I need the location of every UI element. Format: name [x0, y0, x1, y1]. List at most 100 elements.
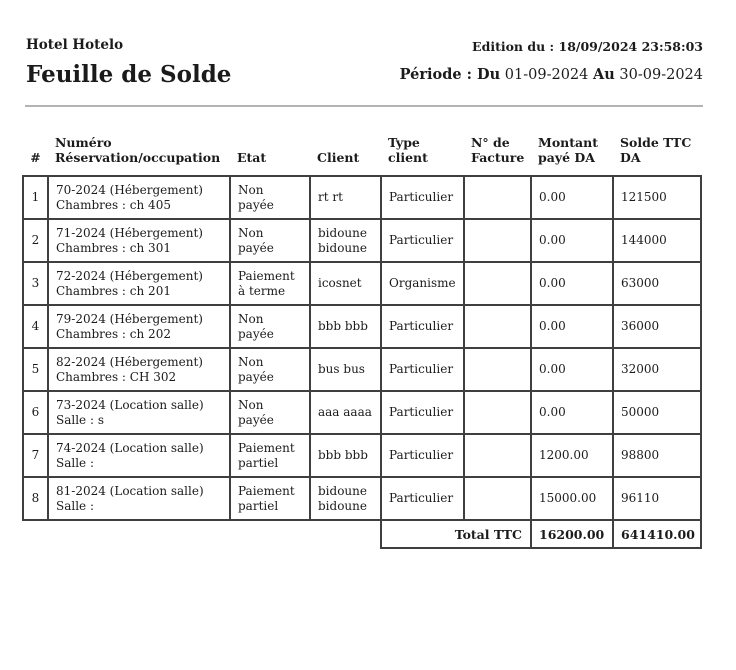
column-header-montant: Montant payé DA	[538, 135, 598, 165]
table-body: 1 70-2024 (Hébergement) Chambres : ch 40…	[22, 175, 702, 521]
reservation-line1: 74-2024 (Location salle)	[56, 440, 204, 455]
reservation-line2: Salle :	[56, 498, 95, 513]
type-client-cell: Particulier	[380, 390, 465, 435]
row-number: 7	[22, 433, 49, 478]
client-cell: aaa aaaa	[309, 390, 382, 435]
solde-cell: 32000	[612, 347, 702, 392]
facture-cell	[463, 304, 532, 349]
column-header-facture: N° de Facture	[471, 135, 525, 165]
reservation-cell: 72-2024 (Hébergement) Chambres : ch 201	[47, 261, 231, 306]
type-client-cell: Organisme	[380, 261, 465, 306]
table-row: 5 82-2024 (Hébergement) Chambres : CH 30…	[22, 347, 702, 392]
facture-cell	[463, 261, 532, 306]
client-cell: rt rt	[309, 175, 382, 220]
etat-cell: Non payée	[229, 304, 311, 349]
facture-cell	[463, 476, 532, 521]
reservation-cell: 74-2024 (Location salle) Salle :	[47, 433, 231, 478]
reservation-line2: Chambres : ch 202	[56, 326, 171, 341]
page-title: Feuille de Solde	[26, 61, 232, 88]
periode-label: Période : Du	[399, 66, 501, 83]
solde-cell: 50000	[612, 390, 702, 435]
reservation-line1: 81-2024 (Location salle)	[56, 483, 204, 498]
table-footer: Total TTC 16200.00 641410.00	[23, 519, 702, 549]
reservation-line1: 73-2024 (Location salle)	[56, 397, 204, 412]
edition-date: Edition du : 18/09/2024 23:58:03	[472, 39, 703, 54]
row-number: 4	[22, 304, 49, 349]
column-header-reservation: Numéro Réservation/occupation	[55, 135, 221, 165]
client-cell: bidoune bidoune	[309, 476, 382, 521]
periode-line: Période : Du 01-09-2024 Au 30-09-2024	[400, 66, 703, 84]
total-solde: 641410.00	[612, 519, 702, 549]
total-label: Total TTC	[380, 519, 532, 549]
reservation-line1: 79-2024 (Hébergement)	[56, 311, 203, 326]
montant-cell: 0.00	[530, 175, 614, 220]
report-header: Hotel Hotelo Feuille de Solde Edition du…	[22, 38, 703, 89]
periode-from-date: 01-09-2024	[504, 67, 589, 83]
etat-cell: Paiement partiel	[229, 433, 311, 478]
column-header-client: Client	[317, 150, 360, 165]
column-header-num: #	[30, 150, 41, 165]
type-client-cell: Particulier	[380, 433, 465, 478]
reservation-line2: Chambres : CH 302	[56, 369, 177, 384]
solde-cell: 121500	[612, 175, 702, 220]
etat-cell: Non payée	[229, 347, 311, 392]
column-header-solde: Solde TTC DA	[620, 135, 692, 165]
row-number: 6	[22, 390, 49, 435]
total-spacer	[23, 520, 381, 548]
montant-cell: 0.00	[530, 390, 614, 435]
row-number: 1	[22, 175, 49, 220]
solde-cell: 144000	[612, 218, 702, 263]
row-number: 3	[22, 261, 49, 306]
type-client-cell: Particulier	[380, 347, 465, 392]
table-row: 2 71-2024 (Hébergement) Chambres : ch 30…	[22, 218, 702, 263]
reservation-cell: 82-2024 (Hébergement) Chambres : CH 302	[47, 347, 231, 392]
etat-cell: Paiement partiel	[229, 476, 311, 521]
row-number: 8	[22, 476, 49, 521]
reservation-line2: Chambres : ch 201	[56, 283, 171, 298]
table-row: 1 70-2024 (Hébergement) Chambres : ch 40…	[22, 175, 702, 220]
reservation-line2: Salle :	[56, 455, 95, 470]
reservation-line1: 72-2024 (Hébergement)	[56, 268, 203, 283]
table-row: 6 73-2024 (Location salle) Salle : s Non…	[22, 390, 702, 435]
table-row: 3 72-2024 (Hébergement) Chambres : ch 20…	[22, 261, 702, 306]
reservation-line1: 71-2024 (Hébergement)	[56, 225, 203, 240]
etat-cell: Paiement à terme	[229, 261, 311, 306]
etat-cell: Non payée	[229, 218, 311, 263]
reservation-line2: Chambres : ch 405	[56, 197, 171, 212]
montant-cell: 15000.00	[530, 476, 614, 521]
reservation-line1: 82-2024 (Hébergement)	[56, 354, 203, 369]
column-header-type-client: Type client	[388, 135, 428, 165]
reservation-cell: 81-2024 (Location salle) Salle :	[47, 476, 231, 521]
column-header-etat: Etat	[237, 150, 267, 165]
montant-cell: 0.00	[530, 218, 614, 263]
montant-cell: 0.00	[530, 261, 614, 306]
solde-table: # Numéro Réservation/occupation Etat Cli…	[22, 107, 702, 549]
table-row: 7 74-2024 (Location salle) Salle : Paiem…	[22, 433, 702, 478]
type-client-cell: Particulier	[380, 476, 465, 521]
periode-au-label: Au	[592, 66, 615, 83]
solde-cell: 96110	[612, 476, 702, 521]
etat-cell: Non payée	[229, 390, 311, 435]
client-cell: bus bus	[309, 347, 382, 392]
solde-cell: 63000	[612, 261, 702, 306]
header-left: Hotel Hotelo Feuille de Solde	[26, 38, 232, 89]
reservation-line2: Salle : s	[56, 412, 104, 427]
client-cell: bbb bbb	[309, 433, 382, 478]
total-montant: 16200.00	[530, 519, 614, 549]
row-number: 5	[22, 347, 49, 392]
type-client-cell: Particulier	[380, 175, 465, 220]
reservation-cell: 79-2024 (Hébergement) Chambres : ch 202	[47, 304, 231, 349]
type-client-cell: Particulier	[380, 218, 465, 263]
facture-cell	[463, 347, 532, 392]
row-number: 2	[22, 218, 49, 263]
solde-cell: 36000	[612, 304, 702, 349]
client-cell: bbb bbb	[309, 304, 382, 349]
total-row: Total TTC 16200.00 641410.00	[23, 519, 702, 549]
solde-cell: 98800	[612, 433, 702, 478]
table-header: # Numéro Réservation/occupation Etat Cli…	[23, 107, 701, 176]
table-header-row: # Numéro Réservation/occupation Etat Cli…	[23, 107, 701, 176]
reservation-cell: 71-2024 (Hébergement) Chambres : ch 301	[47, 218, 231, 263]
reservation-cell: 73-2024 (Location salle) Salle : s	[47, 390, 231, 435]
periode-to-date: 30-09-2024	[619, 67, 703, 83]
